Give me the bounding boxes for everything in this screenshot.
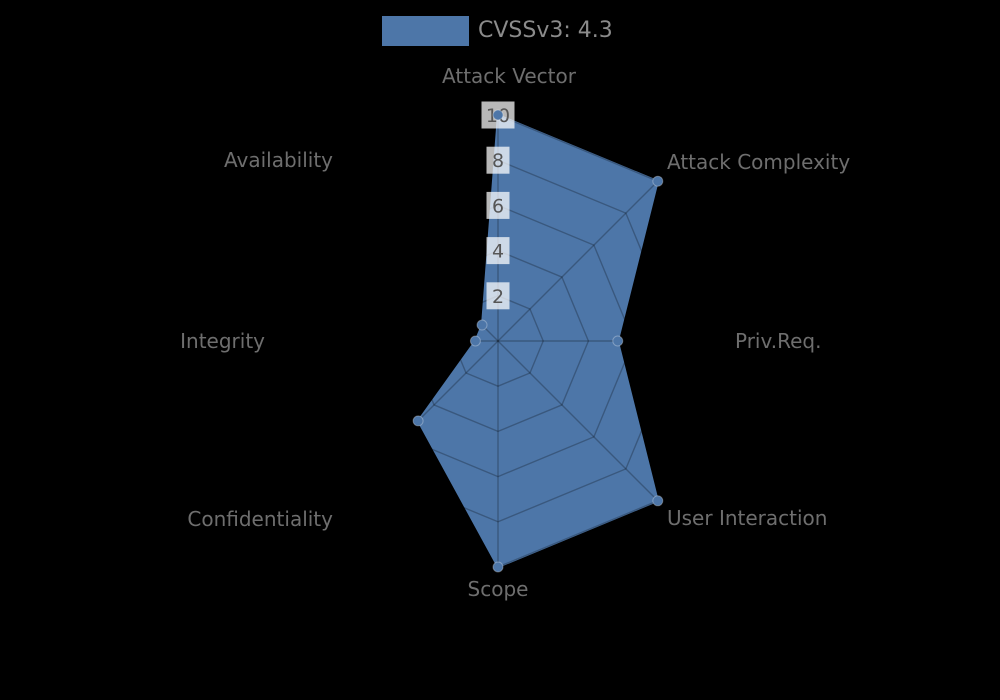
grid-spoke (497, 180, 659, 342)
data-point-dot (492, 561, 504, 573)
legend-swatch-icon (382, 16, 469, 46)
grid-ring (316, 159, 680, 523)
grid-spoke (497, 340, 659, 502)
axis-label-attack-complexity: Attack Complexity (667, 150, 850, 174)
tick-label: 2 (492, 286, 504, 308)
axis-label-scope: Scope (468, 577, 529, 601)
tick-label-box (486, 146, 510, 174)
data-point-dot (469, 335, 481, 347)
tick-label-box (486, 282, 510, 310)
data-point-dot (652, 175, 664, 187)
data-point-dot (492, 109, 504, 121)
tick-label: 4 (492, 241, 504, 263)
data-point-dot (612, 335, 624, 347)
tick-label-box (486, 191, 510, 219)
legend-label: CVSSv3: 4.3 (478, 18, 613, 43)
tick-label: 8 (492, 150, 504, 172)
axis-label-priv-req-: Priv.Req. (735, 329, 821, 353)
axis-label-integrity: Integrity (180, 329, 265, 353)
grid-spoke (337, 180, 499, 342)
axis-label-attack-vector: Attack Vector (442, 64, 577, 88)
data-point-dot (652, 495, 664, 507)
axis-label-user-interaction: User Interaction (667, 506, 827, 530)
tick-label-box (486, 237, 510, 265)
axis-label-confidentiality: Confidentiality (187, 507, 333, 531)
grid-ring (452, 295, 544, 387)
grid-ring (361, 204, 635, 478)
data-point-dot (476, 319, 488, 331)
grid-ring (406, 249, 590, 433)
tick-label: 6 (492, 195, 504, 217)
data-point-dot (412, 415, 424, 427)
axis-label-availability: Availability (224, 148, 333, 172)
chart-legend: CVSSv3: 4.3 (382, 16, 613, 46)
